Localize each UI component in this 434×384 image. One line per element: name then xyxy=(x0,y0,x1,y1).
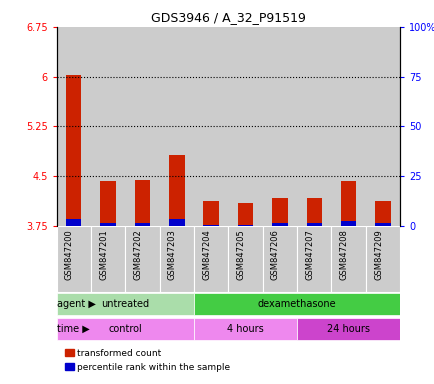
Bar xyxy=(100,223,115,226)
Text: GSM847203: GSM847203 xyxy=(168,229,176,280)
Bar xyxy=(365,27,399,226)
Bar xyxy=(228,27,262,226)
FancyBboxPatch shape xyxy=(159,226,194,292)
Bar xyxy=(272,198,287,226)
Bar xyxy=(135,180,150,226)
Text: agent ▶: agent ▶ xyxy=(57,300,96,310)
Bar xyxy=(375,223,390,226)
Bar xyxy=(135,223,150,226)
FancyBboxPatch shape xyxy=(194,318,296,340)
Bar xyxy=(66,75,81,226)
Bar xyxy=(306,198,321,226)
FancyBboxPatch shape xyxy=(262,226,296,292)
Bar xyxy=(100,181,115,226)
Bar xyxy=(272,223,287,226)
Text: 24 hours: 24 hours xyxy=(326,324,369,334)
Bar xyxy=(169,219,184,226)
Bar xyxy=(91,27,125,226)
Text: GSM847200: GSM847200 xyxy=(65,229,74,280)
Text: 4 hours: 4 hours xyxy=(227,324,263,334)
Bar xyxy=(203,201,218,226)
Title: GDS3946 / A_32_P91519: GDS3946 / A_32_P91519 xyxy=(151,11,305,24)
FancyBboxPatch shape xyxy=(56,293,194,315)
Bar xyxy=(262,27,296,226)
FancyBboxPatch shape xyxy=(194,226,228,292)
Bar xyxy=(340,221,355,226)
Text: GSM847208: GSM847208 xyxy=(339,229,348,280)
Text: GSM847206: GSM847206 xyxy=(270,229,279,280)
Text: GSM847205: GSM847205 xyxy=(236,229,245,280)
FancyBboxPatch shape xyxy=(365,226,399,292)
FancyBboxPatch shape xyxy=(194,293,399,315)
FancyBboxPatch shape xyxy=(228,226,262,292)
Bar xyxy=(340,182,355,226)
Bar xyxy=(169,155,184,226)
FancyBboxPatch shape xyxy=(56,318,194,340)
Legend: transformed count, percentile rank within the sample: transformed count, percentile rank withi… xyxy=(61,346,233,375)
FancyBboxPatch shape xyxy=(296,226,331,292)
Bar xyxy=(194,27,228,226)
Bar xyxy=(125,27,159,226)
Bar xyxy=(237,225,253,226)
Text: GSM847207: GSM847207 xyxy=(305,229,314,280)
Bar xyxy=(203,225,218,226)
FancyBboxPatch shape xyxy=(296,318,399,340)
Bar xyxy=(375,201,390,226)
Text: GSM847202: GSM847202 xyxy=(133,229,142,280)
Bar xyxy=(306,223,321,226)
FancyBboxPatch shape xyxy=(125,226,159,292)
Bar xyxy=(159,27,194,226)
Bar xyxy=(66,219,81,226)
Text: GSM847209: GSM847209 xyxy=(373,229,382,280)
Text: GSM847201: GSM847201 xyxy=(99,229,108,280)
Bar xyxy=(56,27,91,226)
Text: GSM847204: GSM847204 xyxy=(202,229,211,280)
Bar xyxy=(237,203,253,226)
Text: control: control xyxy=(108,324,142,334)
FancyBboxPatch shape xyxy=(91,226,125,292)
Text: untreated: untreated xyxy=(101,300,149,310)
FancyBboxPatch shape xyxy=(331,226,365,292)
Text: time ▶: time ▶ xyxy=(57,324,90,334)
FancyBboxPatch shape xyxy=(56,226,91,292)
Text: dexamethasone: dexamethasone xyxy=(257,300,335,310)
Bar xyxy=(331,27,365,226)
Bar xyxy=(296,27,331,226)
